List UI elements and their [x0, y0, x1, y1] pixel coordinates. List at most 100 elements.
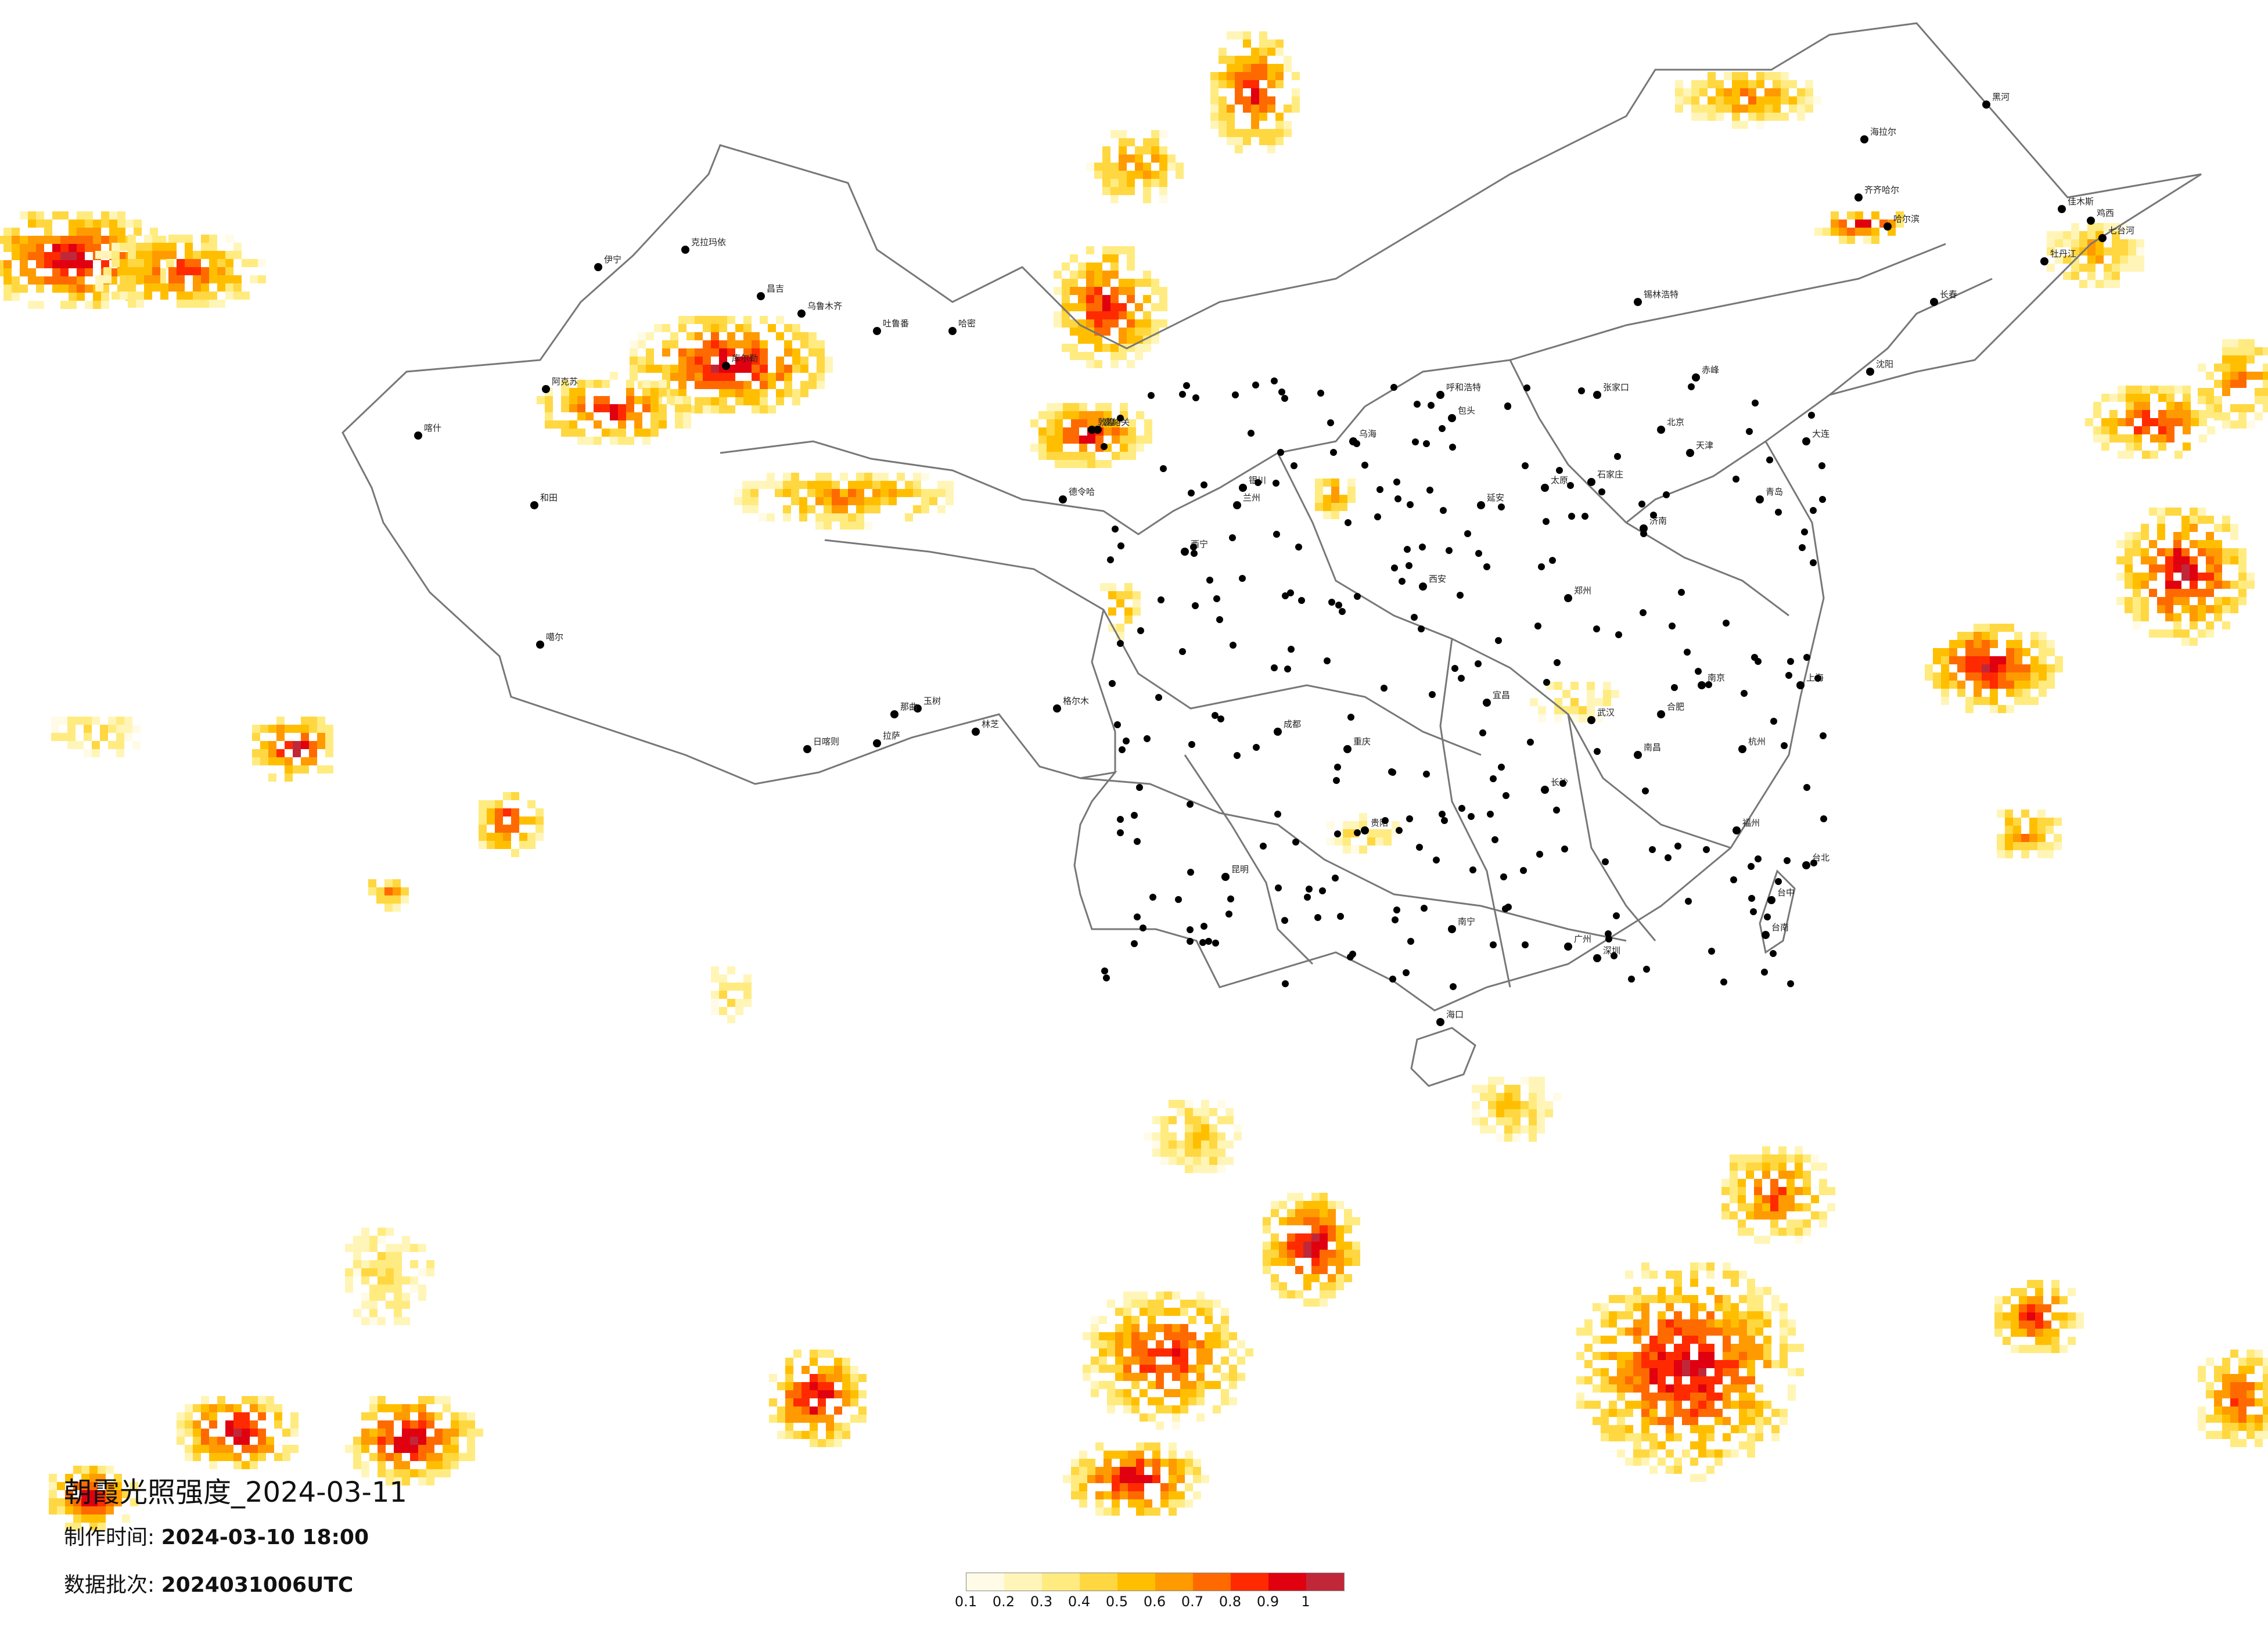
heat-cell — [479, 833, 487, 841]
heat-cell — [2181, 556, 2190, 564]
heat-cell — [642, 404, 650, 412]
heat-cell — [1070, 279, 1078, 287]
heat-cell — [353, 1445, 361, 1453]
heat-cell — [678, 381, 686, 389]
heat-cell — [2247, 1398, 2255, 1406]
heat-cell — [799, 481, 807, 489]
heat-cell — [1538, 706, 1546, 714]
city-label: 太原 — [1551, 475, 1568, 485]
heat-cell — [2230, 1439, 2238, 1447]
heat-cell — [2238, 347, 2247, 355]
heat-cell — [1949, 648, 1957, 656]
heat-cell — [503, 833, 511, 841]
heat-cell — [1641, 1360, 1649, 1368]
heat-cell — [1512, 1085, 1521, 1093]
city-dot — [1109, 680, 1116, 687]
heat-cell — [426, 1420, 434, 1429]
city-dot — [1593, 954, 1601, 962]
heat-cell — [2166, 386, 2174, 394]
heat-cell — [1193, 1149, 1201, 1157]
city-dot — [1439, 811, 1446, 818]
heat-cell — [1315, 487, 1323, 495]
heat-cell — [678, 373, 686, 381]
heat-cell — [569, 388, 577, 396]
heat-cell — [1209, 1124, 1217, 1132]
heat-cell — [410, 1420, 418, 1429]
heat-cell — [108, 725, 116, 733]
heat-cell — [1079, 1499, 1087, 1508]
heat-cell — [2238, 1358, 2247, 1366]
heat-cell — [1674, 1287, 1682, 1295]
heat-cell — [1185, 1149, 1193, 1157]
heat-cell — [1706, 1393, 1715, 1401]
city-dot — [1741, 690, 1748, 697]
heat-cell — [1994, 1296, 2003, 1304]
heat-cell — [793, 1390, 801, 1398]
heat-cell — [325, 749, 333, 757]
heat-cell — [850, 1374, 858, 1382]
heat-cell — [60, 260, 69, 268]
heat-cell — [1054, 311, 1062, 319]
heat-cell — [252, 733, 260, 741]
heat-cell — [60, 244, 69, 252]
heat-cell — [2059, 1312, 2068, 1321]
heat-cell — [361, 1293, 369, 1301]
heat-cell — [1965, 664, 1974, 672]
heat-cell — [77, 211, 85, 220]
city-dot — [1448, 925, 1456, 933]
heat-cell — [2183, 402, 2191, 410]
heat-cell — [1167, 154, 1176, 163]
city-dot — [1695, 668, 1702, 675]
heat-cell — [1287, 1290, 1295, 1298]
heat-cell — [727, 316, 735, 324]
heat-cell — [120, 283, 128, 292]
city-dot — [948, 327, 957, 335]
heat-cell — [1739, 1319, 1747, 1328]
city-label: 石家庄 — [1597, 469, 1623, 480]
heat-cell — [824, 513, 832, 521]
heat-cell — [1521, 1101, 1529, 1109]
city-dot — [1761, 969, 1768, 976]
heat-cell — [233, 1461, 242, 1469]
heat-cell — [1087, 1459, 1095, 1467]
heat-cell — [678, 348, 686, 357]
heat-cell — [1243, 80, 1251, 88]
heat-cell — [361, 1236, 369, 1244]
heat-cell — [1601, 1352, 1609, 1360]
heat-cell — [577, 388, 585, 396]
heat-cell — [662, 324, 670, 332]
heat-cell — [1731, 1425, 1739, 1433]
heat-cell — [2101, 394, 2109, 402]
heat-cell — [2133, 613, 2141, 621]
heat-cell — [1110, 163, 1119, 171]
heat-cell — [1633, 1360, 1641, 1368]
heat-cell — [686, 316, 695, 324]
heat-cell — [1819, 1220, 1827, 1228]
heat-cell — [2263, 1358, 2268, 1366]
heat-cell — [545, 404, 553, 412]
heat-cell — [1210, 121, 1219, 129]
heat-cell — [1225, 1108, 1234, 1116]
heat-cell — [1110, 254, 1119, 262]
heat-cell — [1055, 411, 1063, 419]
heat-cell — [1982, 656, 1990, 664]
city-dot — [1538, 563, 1545, 570]
heat-cell — [84, 725, 92, 733]
heat-cell — [369, 1285, 378, 1293]
heat-cell — [2112, 247, 2120, 256]
city-dot — [1748, 863, 1755, 870]
heat-cell — [675, 420, 683, 429]
heat-cell — [1755, 1319, 1763, 1328]
heat-cell — [1104, 1459, 1112, 1467]
city-label: 成都 — [1284, 719, 1301, 729]
heat-cell — [325, 741, 333, 749]
city-dot — [1252, 382, 1259, 388]
heat-cell — [1287, 1233, 1295, 1242]
heat-cell — [1094, 311, 1102, 319]
heat-cell — [1472, 1085, 1480, 1093]
heat-cell — [36, 285, 44, 293]
heat-cell — [1512, 1093, 1521, 1101]
heat-cell — [1781, 88, 1789, 96]
heat-cell — [638, 340, 646, 348]
heat-cell — [2125, 597, 2133, 605]
